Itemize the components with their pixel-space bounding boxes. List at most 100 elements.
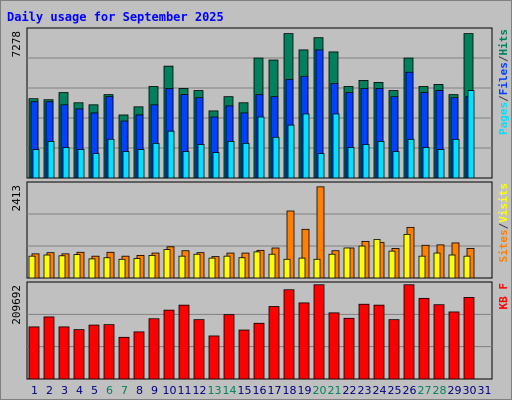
- x-tick-label: 14: [223, 384, 237, 397]
- x-tick-label: 27: [418, 384, 432, 397]
- x-tick-label: 26: [403, 384, 417, 397]
- visits-bar: [223, 255, 231, 279]
- pages-bar: [227, 140, 235, 179]
- legend-item: Pages: [497, 102, 510, 135]
- x-tick-label: 10: [163, 384, 177, 397]
- pages-bar: [62, 147, 70, 179]
- y-axis-max-label: 2413: [10, 185, 23, 212]
- sites-bar: [286, 210, 295, 279]
- visits-bar: [388, 250, 396, 279]
- x-tick-label: 30: [463, 384, 477, 397]
- y-axis-max-label: 7278: [10, 31, 23, 58]
- visits-bar: [103, 257, 111, 279]
- kbytes-bar: [463, 297, 475, 380]
- sites-bar: [316, 186, 325, 279]
- x-tick-label: 12: [193, 384, 207, 397]
- x-tick-label: 22: [343, 384, 357, 397]
- legend-item: Files: [497, 62, 510, 95]
- x-tick-label: 29: [448, 384, 462, 397]
- legend-item: /: [497, 95, 510, 102]
- x-tick-label: 15: [238, 384, 252, 397]
- visits-bar: [253, 251, 261, 279]
- legend: Pages/Files/Hits: [497, 29, 510, 135]
- visits-bar: [418, 255, 426, 279]
- sites-bar: [301, 228, 310, 279]
- visits-bar: [298, 257, 306, 279]
- pages-bar: [422, 147, 430, 179]
- visits-bar: [43, 254, 51, 279]
- kbytes-bar: [403, 284, 415, 380]
- kbytes-bar: [328, 312, 340, 380]
- x-tick-label: 17: [268, 384, 282, 397]
- pages-bar: [152, 143, 160, 179]
- kbytes-bar: [268, 306, 280, 380]
- x-tick-label: 5: [91, 384, 98, 397]
- x-tick-label: 11: [178, 384, 192, 397]
- kbytes-bar: [133, 331, 145, 380]
- visits-bar: [463, 255, 471, 279]
- visits-bar: [208, 257, 216, 279]
- pages-bar: [377, 140, 385, 179]
- visits-bar: [88, 258, 96, 279]
- pages-bar: [452, 138, 460, 179]
- legend-item: Hits: [497, 29, 510, 56]
- visits-bar: [313, 258, 321, 279]
- pages-bar: [392, 151, 400, 179]
- x-tick-label: 3: [61, 384, 68, 397]
- kbytes-bar: [103, 324, 115, 380]
- kbytes-bar: [223, 314, 235, 380]
- kbytes-bar: [448, 311, 460, 380]
- kbytes-bar: [238, 329, 250, 380]
- pages-bar: [317, 153, 325, 179]
- x-tick-label: 24: [373, 384, 387, 397]
- kbytes-bar: [298, 302, 310, 380]
- pages-bar: [32, 149, 40, 179]
- kbytes-bar: [418, 297, 430, 380]
- kbytes-bar: [73, 329, 85, 380]
- pages-bar: [122, 151, 130, 179]
- pages-bar: [47, 140, 55, 179]
- visits-bar: [163, 249, 171, 279]
- pages-bar: [137, 149, 145, 179]
- kbytes-bar: [373, 304, 385, 380]
- kbytes-bar: [148, 318, 160, 380]
- x-tick-label: 6: [106, 384, 113, 397]
- x-tick-label: 28: [433, 384, 447, 397]
- legend-item: KB F: [497, 283, 510, 310]
- pages-bar: [407, 138, 415, 179]
- kbytes-bar: [88, 324, 100, 380]
- visits-bar: [193, 253, 201, 279]
- x-tick-label: 23: [358, 384, 372, 397]
- legend: KB F: [497, 283, 510, 310]
- x-tick-label: 20: [313, 384, 327, 397]
- x-tick-label: 8: [136, 384, 143, 397]
- legend-item: Visits: [497, 183, 510, 223]
- x-tick-label: 25: [388, 384, 402, 397]
- x-tick-label: 31: [478, 384, 492, 397]
- pages-bar: [242, 143, 250, 179]
- pages-bar: [107, 138, 115, 179]
- kbytes-bar: [343, 317, 355, 380]
- chart-title: Daily usage for September 2025: [7, 10, 224, 24]
- kbytes-bar: [118, 336, 130, 380]
- visits-bar: [448, 254, 456, 279]
- kbytes-bar: [433, 304, 445, 380]
- visits-bar: [268, 253, 276, 279]
- pages-bar: [167, 130, 175, 179]
- visits-bar: [58, 255, 66, 279]
- pages-bar: [212, 152, 220, 179]
- x-tick-label: 1: [31, 384, 38, 397]
- visits-bar: [238, 257, 246, 279]
- pages-bar: [347, 147, 355, 179]
- pages-bar: [272, 136, 280, 179]
- kbytes-bar: [388, 319, 400, 380]
- visits-bar: [133, 258, 141, 279]
- visits-bar: [328, 253, 336, 279]
- kbytes-bar: [193, 319, 205, 380]
- kbytes-bar: [283, 289, 295, 380]
- pages-bar: [287, 124, 295, 179]
- legend: Sites/Visits: [497, 183, 510, 263]
- x-tick-label: 2: [46, 384, 53, 397]
